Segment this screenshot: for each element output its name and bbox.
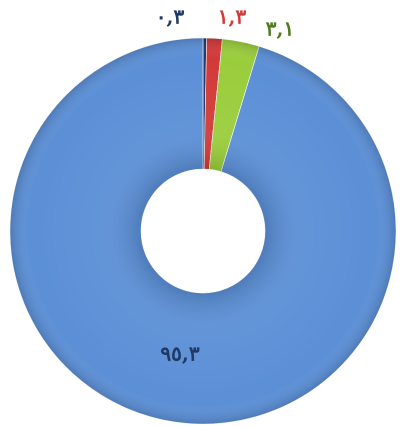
- data-label: ٩٥,٣: [160, 342, 199, 366]
- data-label: ٠,٣: [156, 5, 185, 29]
- data-label: ٣,١: [266, 17, 294, 41]
- data-label: ١,٣: [218, 5, 247, 29]
- donut-slice: [9, 37, 397, 425]
